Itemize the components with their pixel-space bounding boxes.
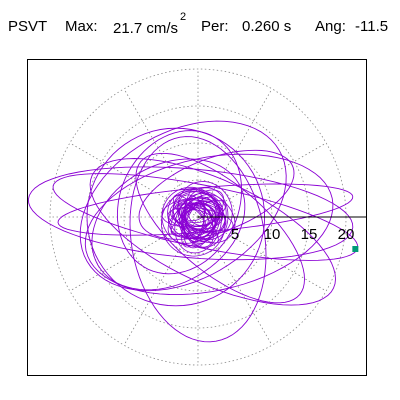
trace-loop: [28, 166, 354, 261]
trace-core-loop: [172, 191, 224, 231]
ang-value: -11.5: [355, 18, 389, 35]
trace-loop: [52, 173, 359, 261]
grid-spoke: [69, 216, 199, 292]
trace-loop: [89, 158, 336, 306]
radial-tick-label: 5: [231, 226, 239, 243]
per-label: Per:: [201, 18, 229, 35]
radial-tick-labels: 5 10 15 20: [231, 226, 355, 243]
grid-spoke: [197, 88, 273, 218]
per-value: 0.260 s: [242, 18, 292, 35]
radial-tick-label: 20: [338, 226, 355, 243]
trace-core-loop: [167, 203, 217, 244]
max-label: Max:: [65, 18, 98, 35]
trace-loop: [135, 152, 305, 304]
trace-loop: [79, 120, 287, 292]
trace-core-loop: [170, 200, 227, 237]
radial-tick-label: 15: [301, 226, 318, 243]
trace-core-loop: [172, 189, 236, 244]
grid-spoke: [69, 142, 199, 218]
trace-loop: [129, 136, 267, 343]
grid-spoke: [123, 88, 199, 218]
trace-core-loop: [177, 181, 233, 241]
max-marker: [352, 246, 359, 253]
trace-core-loop: [180, 194, 227, 243]
max-marker-layer: [352, 246, 359, 253]
header-bar: PSVT Max: 21.7 cm/s2 Per: 0.260 s Ang: -…: [8, 10, 398, 37]
trace-core-loop: [168, 199, 214, 239]
trace-loop: [57, 183, 354, 236]
trace-loop: [91, 158, 246, 291]
psvt-trace: [28, 120, 359, 343]
max-exponent: 2: [180, 11, 187, 23]
ang-label: Ang:: [315, 18, 346, 35]
polar-plot-frame: 5 10 15 20: [27, 59, 367, 376]
max-value: 21.7 cm/s: [113, 20, 179, 37]
radial-tick-label: 10: [264, 226, 281, 243]
max-value-group: 21.7 cm/s2: [113, 11, 186, 37]
trace-core-loop: [170, 189, 225, 238]
trace-loop: [84, 153, 334, 296]
header-label: PSVT: [8, 18, 48, 35]
grid-spoke: [197, 216, 327, 292]
polar-plot: 5 10 15 20: [28, 68, 366, 366]
trace-loop: [138, 149, 295, 240]
trace-core-loop: [183, 209, 217, 232]
trace-loop: [86, 127, 266, 307]
trace-core-loop: [161, 186, 221, 246]
trace-core-loop: [179, 207, 205, 239]
